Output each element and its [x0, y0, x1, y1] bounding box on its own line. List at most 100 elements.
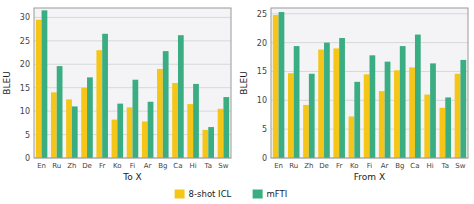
bar: [430, 63, 436, 158]
bar: [96, 50, 102, 158]
x-axis-label: From X: [354, 172, 385, 182]
y-tick-label: 20: [257, 39, 267, 48]
panel: 0510152025EnRuZhDeFrKoFiArBgCaHiTaSwFrom…: [239, 8, 468, 182]
bar: [354, 82, 360, 158]
bar: [42, 10, 48, 158]
plot-background: [271, 8, 468, 158]
bar: [87, 77, 93, 158]
x-tick-label: Ta: [204, 162, 212, 170]
bar: [157, 69, 163, 158]
x-tick-label: Hi: [190, 162, 197, 170]
plot-background: [34, 8, 231, 158]
bar: [379, 91, 385, 158]
x-tick-label: Ca: [410, 162, 419, 170]
x-tick-label: Ca: [173, 162, 182, 170]
x-tick-label: Zh: [304, 162, 313, 170]
x-tick-label: En: [37, 162, 46, 170]
y-tick-label: 15: [257, 67, 267, 76]
bar: [72, 106, 78, 158]
legend-label: mFTI: [267, 189, 288, 199]
y-tick-label: 15: [20, 84, 30, 93]
bar: [142, 121, 148, 158]
bar: [288, 73, 294, 158]
bar: [112, 120, 118, 158]
figure: 0 5 10 15 20 25 30 En Ru Zh De Fr Ko Fi Ar Bg Ca Hi Ta Sw To…: [0, 0, 474, 204]
x-tick-label: Ko: [350, 162, 359, 170]
x-tick-label: Fr: [99, 162, 106, 170]
x-tick-label: Sw: [218, 162, 228, 170]
bar: [36, 20, 42, 158]
legend-swatch: [253, 190, 263, 199]
x-tick-label: Ta: [441, 162, 449, 170]
x-tick-label: De: [319, 162, 329, 170]
bar: [208, 127, 214, 158]
y-axis-label: BLEU: [2, 71, 12, 94]
bar: [394, 70, 400, 158]
bar: [127, 107, 133, 158]
bar: [333, 48, 339, 158]
bar: [318, 50, 324, 158]
bar: [223, 97, 229, 158]
y-tick-label: 5: [25, 131, 30, 140]
x-tick-label: Ru: [289, 162, 298, 170]
bar: [51, 92, 57, 158]
x-tick-label: En: [274, 162, 283, 170]
plot-frame: [271, 8, 468, 158]
bar: [102, 34, 108, 158]
bar: [66, 99, 72, 158]
bars: [36, 10, 229, 158]
x-tick-label: Ar: [381, 162, 389, 170]
grid-line: [271, 42, 468, 43]
bar: [339, 38, 345, 158]
x-tick-label: Hi: [427, 162, 434, 170]
bar: [203, 130, 209, 158]
bar: [364, 74, 370, 158]
bar: [415, 35, 421, 158]
bar: [455, 74, 461, 158]
x-tick-label: Ar: [144, 162, 152, 170]
bar: [133, 80, 139, 158]
bar: [424, 95, 430, 158]
bar: [178, 35, 184, 158]
bar: [81, 88, 87, 158]
y-axis-label: BLEU: [239, 71, 249, 94]
x-axis-label: To X: [122, 172, 142, 182]
y-tick-label: 25: [257, 10, 267, 19]
bar: [385, 62, 391, 158]
x-tick-label: Sw: [455, 162, 465, 170]
bar: [440, 108, 446, 158]
plot-frame: [34, 8, 231, 158]
bar: [193, 84, 199, 158]
bar: [294, 46, 300, 158]
bar: [279, 12, 285, 158]
bar: [172, 83, 178, 158]
bar: [445, 97, 451, 158]
grid-line: [271, 13, 468, 14]
bar: [303, 105, 309, 158]
y-tick-label: 20: [20, 60, 30, 69]
bar: [400, 46, 406, 158]
bar: [218, 109, 224, 158]
bars: [273, 12, 466, 158]
x-tick-label: De: [82, 162, 92, 170]
x-tick-label: Bg: [395, 162, 404, 170]
grid-line: [34, 40, 231, 41]
bar: [324, 43, 330, 158]
panel: 051015202530EnRuZhDeFrKoFiArBgCaHiTaSwTo…: [2, 8, 231, 182]
bar: [370, 55, 376, 158]
y-tick-label: 0: [262, 154, 267, 163]
x-tick-label: Zh: [67, 162, 76, 170]
y-tick-label: 10: [257, 96, 267, 105]
bar: [460, 60, 466, 158]
y-tick-label: 30: [20, 13, 30, 22]
x-tick-label: Ko: [113, 162, 122, 170]
bar: [163, 51, 169, 158]
bar: [273, 15, 279, 158]
x-tick-label: Fi: [367, 162, 373, 170]
grid-line: [34, 64, 231, 65]
bar: [117, 104, 123, 158]
legend: 8-shot ICLmFTI: [175, 189, 288, 199]
bar: [349, 116, 355, 158]
y-tick-label: 0: [25, 154, 30, 163]
x-tick-label: Fi: [130, 162, 136, 170]
